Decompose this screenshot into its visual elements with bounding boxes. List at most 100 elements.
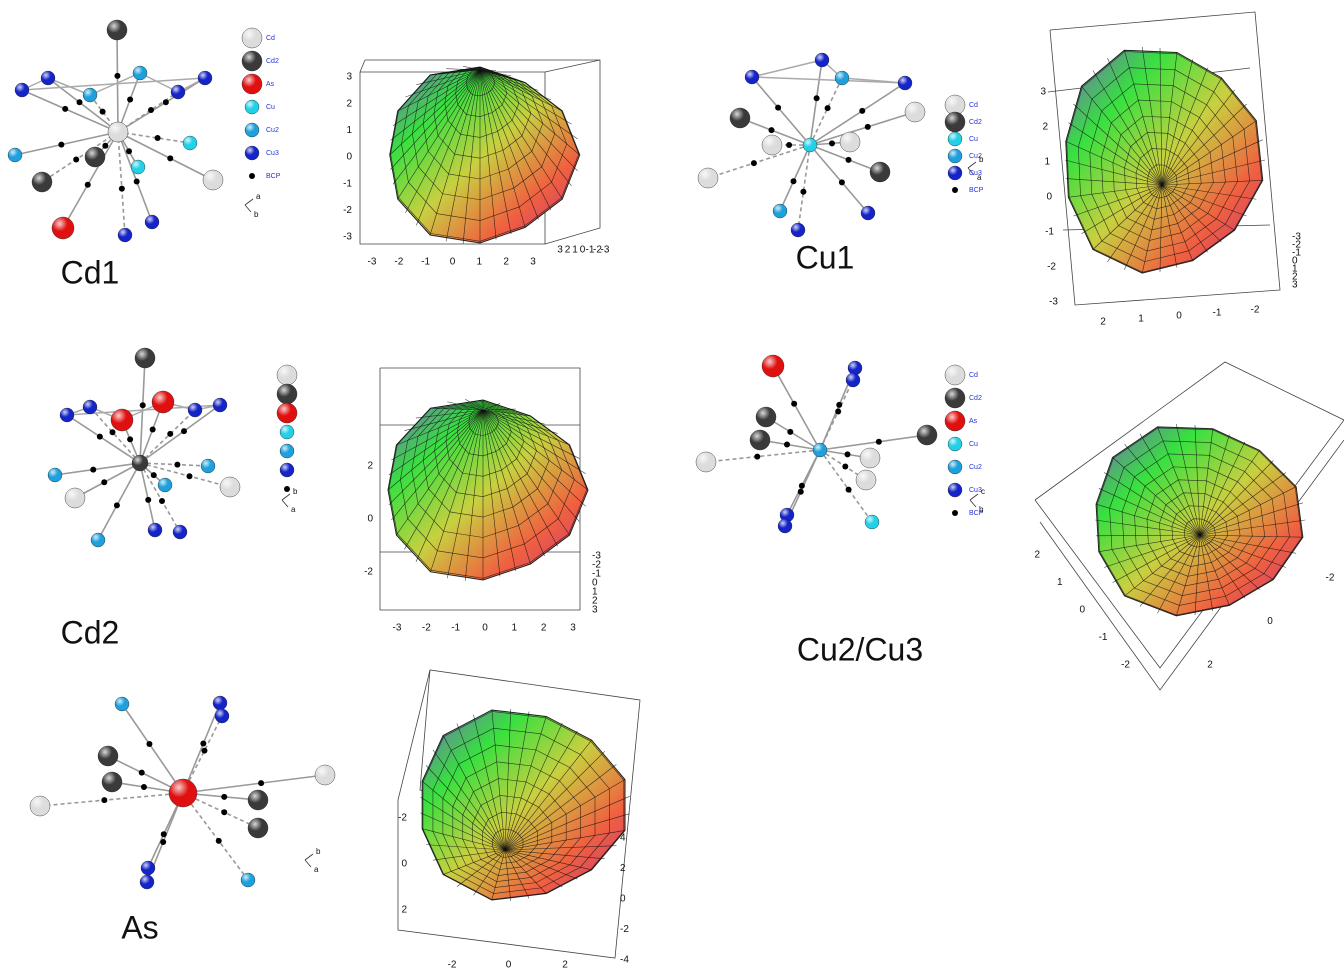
bond xyxy=(752,77,810,145)
tick-label: -2 xyxy=(364,567,373,578)
atom-shine xyxy=(133,66,147,80)
tick-label: 1 xyxy=(512,623,518,634)
bond xyxy=(183,703,220,793)
orientation-label: a xyxy=(256,192,261,201)
bond xyxy=(820,435,927,450)
tick-label: 3 xyxy=(1292,280,1298,291)
bcp xyxy=(814,95,820,101)
bcp xyxy=(799,483,805,489)
tick-label: -2 xyxy=(398,813,407,824)
legend-label: Cu2 xyxy=(969,464,982,471)
bcp xyxy=(754,454,760,460)
bcp xyxy=(221,794,227,800)
tick-label: 1 xyxy=(572,245,578,256)
bcp xyxy=(161,831,167,837)
tick-label: -3 xyxy=(393,623,402,634)
bcp xyxy=(167,155,173,161)
atom-shine xyxy=(280,463,294,477)
bcp xyxy=(865,124,871,130)
tick-label: 2 xyxy=(562,960,568,971)
atom-shine xyxy=(132,455,148,471)
bcp xyxy=(77,99,83,105)
bcp xyxy=(258,780,264,786)
tick-label: 0 xyxy=(1267,616,1273,627)
tick-label: 0 xyxy=(1176,311,1182,322)
atom-shine xyxy=(280,425,294,439)
atom-shine xyxy=(698,168,718,188)
bcp xyxy=(126,148,132,154)
bond xyxy=(118,132,152,222)
orientation-label: a xyxy=(314,865,319,874)
tick-label: 0 xyxy=(346,152,352,163)
tick-label: -2 xyxy=(394,257,403,268)
orientation-label: b xyxy=(293,487,298,496)
atom-shine xyxy=(52,217,74,239)
tick-label: -1 xyxy=(1045,227,1054,238)
bcp xyxy=(839,179,845,185)
legend-label: Cu xyxy=(969,441,978,448)
atom-shine xyxy=(861,206,875,220)
atom-shine xyxy=(118,228,132,242)
atom-shine xyxy=(773,204,787,218)
bond xyxy=(140,405,220,463)
bcp xyxy=(145,497,151,503)
atom-shine xyxy=(158,478,172,492)
tick-label: 2 xyxy=(503,257,509,268)
tick-label: 2 xyxy=(1034,550,1040,561)
atom-shine xyxy=(152,391,174,413)
atom-shine xyxy=(948,149,962,163)
bcp xyxy=(836,402,842,408)
tick-label: 4 xyxy=(620,833,626,844)
tick-label: 0 xyxy=(1046,192,1052,203)
atom-shine xyxy=(48,468,62,482)
polyhedron xyxy=(1066,50,1263,273)
atom-shine xyxy=(948,166,962,180)
bond xyxy=(183,775,325,793)
atom-shine xyxy=(183,136,197,150)
tick-label: 2 xyxy=(1100,317,1106,328)
plot-frame xyxy=(360,60,365,72)
orientation-label: a xyxy=(291,505,296,514)
bcp xyxy=(85,182,91,188)
bond xyxy=(140,463,180,532)
bcp xyxy=(798,489,804,495)
tick-label: 3 xyxy=(557,245,563,256)
bcp xyxy=(221,809,227,815)
atom-shine xyxy=(948,483,962,497)
orientation-arrow xyxy=(245,199,253,212)
tick-label: 0 xyxy=(450,257,456,268)
atom-shine xyxy=(98,746,118,766)
tick-label: 3 xyxy=(570,623,576,634)
atom-shine xyxy=(803,138,817,152)
bond xyxy=(140,410,195,463)
tick-label: 0 xyxy=(620,894,626,905)
atom-shine xyxy=(15,83,29,97)
tick-label: 1 xyxy=(346,125,352,136)
bcp xyxy=(127,97,133,103)
tick-label: -2 xyxy=(1121,660,1130,671)
legend-swatch xyxy=(952,510,958,516)
atom-shine xyxy=(315,765,335,785)
tick-label: 3 xyxy=(530,257,536,268)
atom-shine xyxy=(945,112,965,132)
atom-shine xyxy=(865,515,879,529)
orientation-label: b xyxy=(254,210,259,219)
atom-shine xyxy=(30,796,50,816)
tick-label: 2 xyxy=(1207,660,1213,671)
atom-shine xyxy=(945,411,965,431)
atom-shine xyxy=(898,76,912,90)
bcp xyxy=(127,436,133,442)
atom-shine xyxy=(835,71,849,85)
bcp xyxy=(97,434,103,440)
atom-shine xyxy=(141,861,155,875)
tick-label: -1 xyxy=(451,623,460,634)
tick-label: -1 xyxy=(1099,632,1108,643)
atom-shine xyxy=(280,444,294,458)
legend-label: Cu3 xyxy=(969,487,982,494)
orientation-arrow xyxy=(305,854,313,867)
bcp xyxy=(114,73,120,79)
atom-shine xyxy=(107,20,127,40)
bcp xyxy=(769,127,775,133)
tick-label: -2 xyxy=(422,623,431,634)
bcp xyxy=(167,431,173,437)
